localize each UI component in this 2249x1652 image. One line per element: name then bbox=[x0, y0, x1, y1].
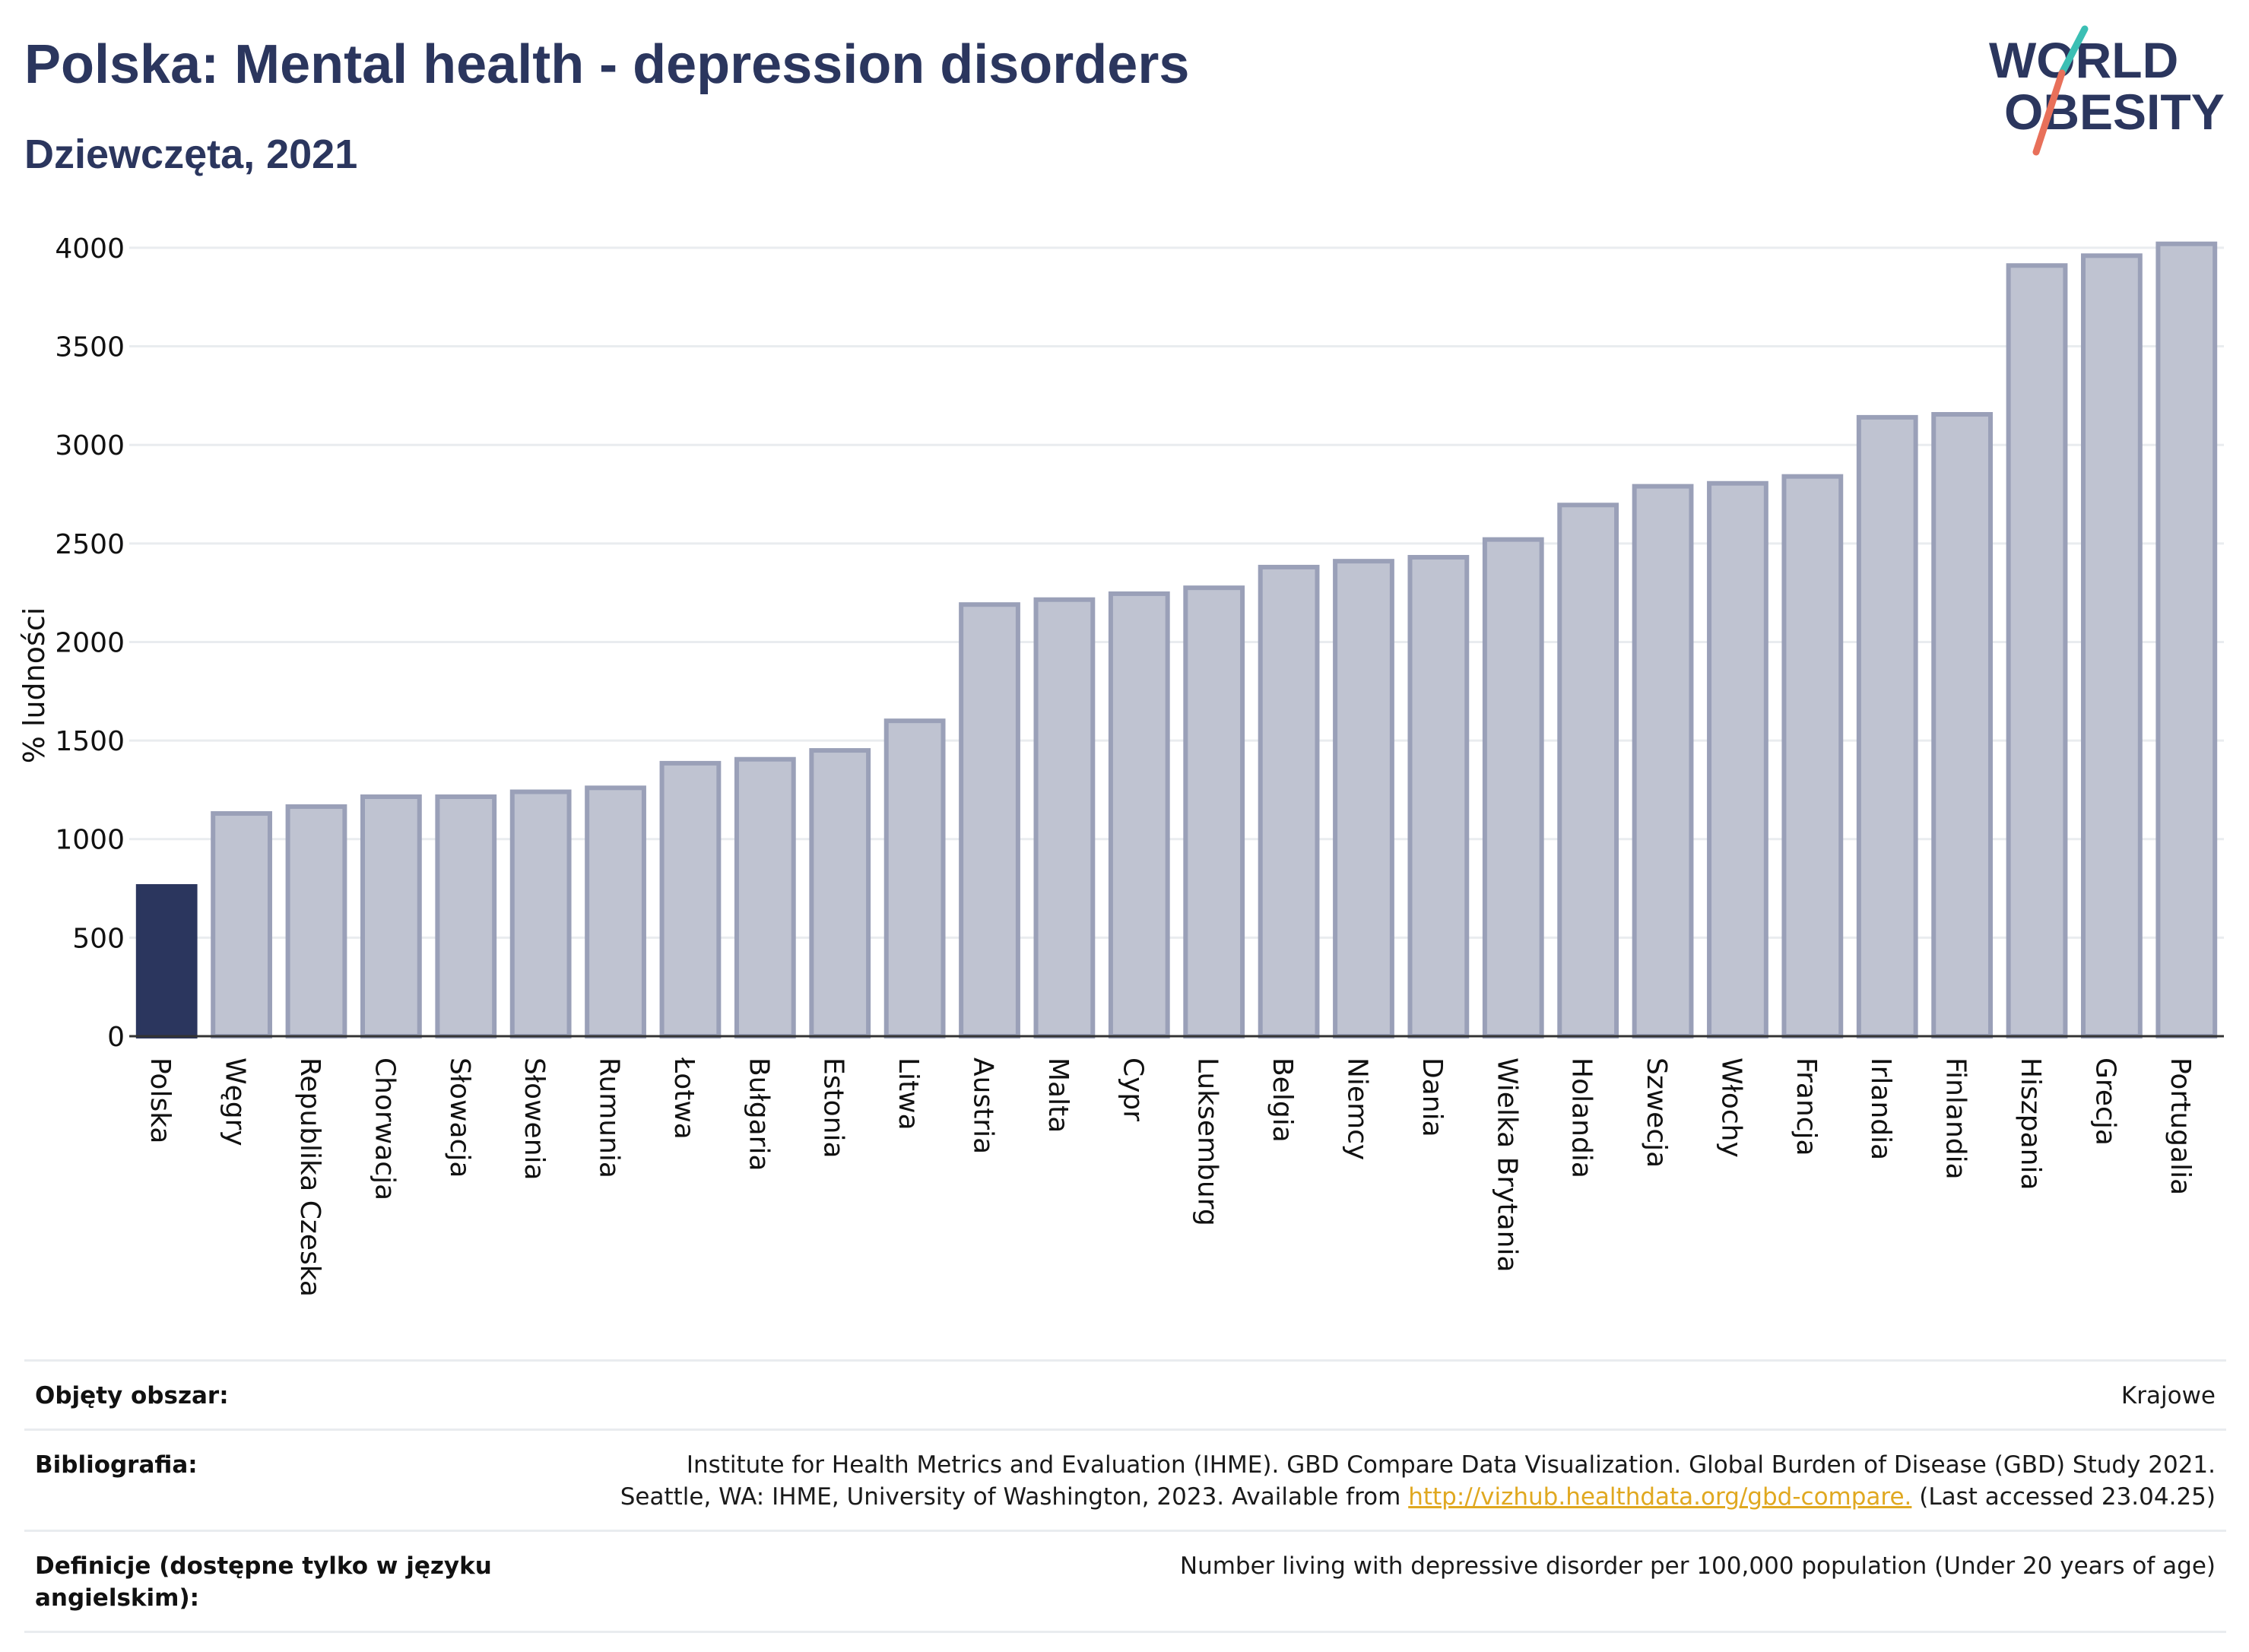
x-tick-label: Szwecja bbox=[1641, 1057, 1672, 1168]
x-tick-label: Bułgaria bbox=[743, 1057, 774, 1172]
logo-slash-coral bbox=[2032, 69, 2066, 156]
bibliography-line-1: Institute for Health Metrics and Evaluat… bbox=[686, 1451, 2216, 1479]
meta-value-definition: Number living with depressive disorder p… bbox=[1179, 1552, 2216, 1580]
bar-rumunia bbox=[585, 785, 646, 1038]
y-tick-label: 1500 bbox=[55, 726, 125, 757]
world-obesity-logo: WORLD OBESITY bbox=[1989, 25, 2225, 156]
x-tick-label: Polska bbox=[144, 1057, 176, 1143]
bar-irlandia bbox=[1856, 414, 1918, 1038]
meta-label-definition: Definicje (dostępne tylko w języku angie… bbox=[35, 1552, 492, 1612]
y-axis-ticks: 0 500 1000 1500 2000 2500 3000 3500 4000 bbox=[55, 233, 125, 1053]
meta-label-bibliography: Bibliografia: bbox=[35, 1451, 198, 1479]
bar-węgry bbox=[211, 811, 272, 1039]
x-tick-label: Rumunia bbox=[594, 1057, 625, 1178]
x-tick-label: Grecja bbox=[2089, 1057, 2121, 1146]
bar-włochy bbox=[1707, 480, 1768, 1038]
bar-wielka-brytania bbox=[1482, 537, 1544, 1038]
bar-chart: 0 500 1000 1500 2000 2500 3000 3500 4000 Polska W… bbox=[17, 233, 2224, 1297]
bar-finlandia bbox=[1931, 412, 1994, 1038]
bar-malta bbox=[1033, 597, 1096, 1038]
logo-slash-teal bbox=[2058, 25, 2089, 77]
x-tick-label: Holandia bbox=[1566, 1057, 1597, 1178]
x-tick-label: Słowacja bbox=[444, 1057, 475, 1178]
bar-portugalia bbox=[2155, 241, 2218, 1038]
metadata-table: Objęty obszar: Krajowe Bibliografia: Ins… bbox=[24, 1359, 2226, 1633]
x-tick-label: Malta bbox=[1042, 1057, 1074, 1133]
meta-row-area: Objęty obszar: Krajowe bbox=[24, 1362, 2226, 1431]
bar-austria bbox=[959, 602, 1020, 1038]
bar-holandia bbox=[1557, 503, 1619, 1038]
x-tick-label: Francja bbox=[1791, 1057, 1822, 1156]
y-tick-label: 2000 bbox=[55, 627, 125, 658]
bar-polska bbox=[135, 883, 198, 1038]
bar-chorwacja bbox=[360, 794, 422, 1038]
bar-dania bbox=[1407, 554, 1470, 1038]
bar-bułgaria bbox=[734, 756, 796, 1038]
x-tick-label: Litwa bbox=[893, 1057, 924, 1130]
x-tick-label: Portugalia bbox=[2165, 1057, 2196, 1195]
bibliography-link[interactable]: http://vizhub.healthdata.org/gbd-compare… bbox=[1408, 1483, 1912, 1511]
y-tick-label: 3500 bbox=[55, 332, 125, 363]
y-tick-label: 500 bbox=[72, 923, 125, 954]
y-tick-label: 1000 bbox=[55, 825, 125, 856]
chart-title: Polska: Mental health - depression disor… bbox=[24, 34, 1190, 95]
x-tick-label: Luksemburg bbox=[1192, 1057, 1223, 1226]
x-tick-label: Łotwa bbox=[668, 1057, 699, 1140]
x-tick-label: Republika Czeska bbox=[294, 1057, 325, 1297]
bibliography-line-2-post: (Last accessed 23.04.25) bbox=[1911, 1483, 2216, 1511]
bar-hiszpania bbox=[2006, 263, 2068, 1038]
x-tick-label: Estonia bbox=[818, 1057, 849, 1159]
x-tick-label: Włochy bbox=[1715, 1057, 1746, 1158]
x-tick-label: Niemcy bbox=[1341, 1057, 1372, 1160]
y-tick-label: 3000 bbox=[55, 430, 125, 461]
logo-text-world: WORLD bbox=[1989, 32, 2178, 88]
meta-value-bibliography: Institute for Health Metrics and Evaluat… bbox=[506, 1449, 2216, 1513]
meta-row-bibliography: Bibliografia: Institute for Health Metri… bbox=[24, 1431, 2226, 1532]
bibliography-line-2: Seattle, WA: IHME, University of Washing… bbox=[506, 1481, 2216, 1513]
bar-cypr bbox=[1108, 591, 1170, 1038]
bar-łotwa bbox=[659, 760, 722, 1038]
y-axis-label: % ludności bbox=[17, 607, 51, 764]
x-tick-label: Cypr bbox=[1117, 1057, 1148, 1121]
x-axis-labels: Polska Węgry Republika Czeska Chorwacja Słow… bbox=[144, 1057, 2196, 1297]
bar-luksemburg bbox=[1183, 585, 1245, 1038]
chart-subtitle: Dziewczęta, 2021 bbox=[24, 132, 358, 177]
y-tick-label: 4000 bbox=[55, 233, 125, 265]
bar-niemcy bbox=[1333, 559, 1394, 1038]
x-tick-label: Wielka Brytania bbox=[1491, 1057, 1522, 1273]
x-tick-label: Hiszpania bbox=[2015, 1057, 2046, 1191]
x-tick-label: Węgry bbox=[220, 1057, 251, 1146]
bar-francja bbox=[1781, 474, 1844, 1038]
bar-grecja bbox=[2081, 253, 2143, 1038]
bar-słowacja bbox=[435, 794, 497, 1038]
x-tick-label: Austria bbox=[968, 1057, 999, 1154]
x-tick-label: Chorwacja bbox=[369, 1057, 400, 1200]
x-tick-label: Dania bbox=[1416, 1057, 1448, 1137]
bar-estonia bbox=[809, 748, 871, 1038]
bar-słowenia bbox=[509, 789, 572, 1038]
bar-litwa bbox=[883, 718, 946, 1038]
y-tick-label: 0 bbox=[107, 1022, 125, 1053]
y-tick-label: 2500 bbox=[55, 529, 125, 560]
x-tick-label: Irlandia bbox=[1865, 1057, 1896, 1160]
bars bbox=[135, 241, 2218, 1039]
meta-value-area: Krajowe bbox=[2121, 1382, 2216, 1409]
meta-label-area: Objęty obszar: bbox=[35, 1382, 229, 1409]
bar-belgia bbox=[1258, 564, 1320, 1038]
x-tick-label: Słowenia bbox=[519, 1057, 550, 1181]
bibliography-line-2-pre: Seattle, WA: IHME, University of Washing… bbox=[620, 1483, 1409, 1511]
bar-szwecja bbox=[1632, 484, 1694, 1038]
x-tick-label: Belgia bbox=[1267, 1057, 1298, 1143]
meta-row-definition: Definicje (dostępne tylko w języku angie… bbox=[24, 1532, 2226, 1633]
bar-republika-czeska bbox=[285, 804, 347, 1038]
x-tick-label: Finlandia bbox=[1940, 1057, 1971, 1180]
